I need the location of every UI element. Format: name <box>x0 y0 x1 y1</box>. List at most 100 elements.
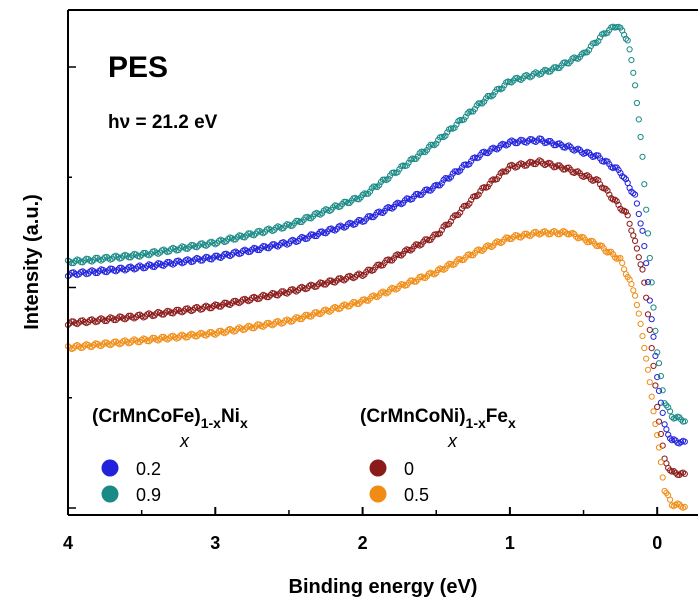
data-point <box>532 161 539 168</box>
data-point <box>648 345 655 352</box>
data-point <box>471 193 478 200</box>
data-point <box>514 140 521 147</box>
data-point <box>212 252 219 259</box>
legend-column-label: x <box>179 431 190 451</box>
data-point <box>173 306 180 313</box>
data-point <box>484 183 491 190</box>
data-point <box>127 254 134 261</box>
data-point <box>657 459 665 466</box>
data-point <box>475 191 482 198</box>
data-point <box>657 373 665 380</box>
x-tick-label: 0 <box>652 533 662 553</box>
data-point <box>593 39 600 47</box>
data-point <box>663 426 670 433</box>
series-0_5 <box>64 228 688 511</box>
data-point <box>481 98 488 105</box>
data-point <box>92 254 99 261</box>
x-tick-label: 2 <box>358 533 368 553</box>
data-point <box>639 333 646 340</box>
data-point <box>633 245 641 252</box>
data-point <box>661 487 668 495</box>
legend-entry-label: 0 <box>404 459 414 479</box>
data-point <box>462 113 469 120</box>
data-point <box>637 133 644 141</box>
data-point <box>203 332 210 339</box>
data-point <box>217 254 224 261</box>
legend-marker <box>101 485 119 503</box>
data-point <box>446 175 453 182</box>
legend-marker <box>101 459 119 477</box>
data-point <box>122 337 129 344</box>
data-point <box>643 206 650 213</box>
data-point <box>389 205 396 212</box>
data-point <box>632 292 639 299</box>
data-point <box>541 228 549 235</box>
data-point <box>648 393 655 400</box>
data-point <box>659 387 666 394</box>
data-point <box>274 243 281 250</box>
data-point <box>416 150 423 157</box>
series-0_9 <box>64 23 688 425</box>
data-point <box>256 246 263 254</box>
data-point <box>414 153 421 160</box>
data-point <box>646 379 653 386</box>
series-layer <box>64 23 688 511</box>
data-point <box>628 281 635 288</box>
x-tick-label: 4 <box>63 533 73 553</box>
data-point <box>208 256 215 263</box>
data-point <box>94 269 101 276</box>
data-point <box>648 279 655 286</box>
data-point <box>659 409 666 416</box>
data-point <box>633 99 641 107</box>
data-point <box>641 279 648 286</box>
data-point <box>556 140 563 147</box>
legend-group-title: (CrMnCoFe)1-xNix <box>92 406 248 431</box>
data-point <box>357 217 364 224</box>
data-point <box>608 195 615 202</box>
data-point <box>122 316 129 323</box>
data-point <box>633 301 641 309</box>
data-point <box>125 254 132 261</box>
data-point <box>153 310 160 317</box>
data-point <box>81 269 88 276</box>
data-point <box>521 230 528 237</box>
y-ticks <box>68 66 76 509</box>
data-point <box>606 191 613 198</box>
data-point <box>609 251 617 258</box>
legend-entry-label: 0.9 <box>136 485 161 505</box>
data-point <box>565 142 572 149</box>
data-point <box>648 316 655 323</box>
data-point <box>479 100 486 107</box>
data-point <box>661 421 668 428</box>
data-point <box>74 321 81 328</box>
data-point <box>632 191 639 198</box>
data-point <box>160 311 167 318</box>
data-point <box>184 245 191 252</box>
data-point <box>442 132 449 139</box>
data-point <box>630 69 637 76</box>
y-axis-label: Intensity (a.u.) <box>21 194 43 330</box>
data-point <box>551 142 558 149</box>
data-point <box>90 317 97 324</box>
data-point <box>637 261 644 268</box>
data-point <box>193 333 200 340</box>
data-point <box>98 343 105 350</box>
data-point <box>652 352 659 359</box>
data-point <box>547 230 554 238</box>
data-point <box>650 408 657 415</box>
data-point <box>451 124 458 131</box>
data-point <box>632 237 639 244</box>
data-point <box>667 496 674 503</box>
data-point <box>626 184 633 192</box>
data-point <box>646 297 653 304</box>
data-point <box>558 229 565 236</box>
data-point <box>193 244 200 251</box>
data-point <box>635 116 642 123</box>
data-point <box>145 338 153 345</box>
data-point <box>510 163 517 170</box>
legend-marker <box>369 459 387 477</box>
legend-column-label: x <box>447 431 458 451</box>
data-point <box>517 76 525 84</box>
